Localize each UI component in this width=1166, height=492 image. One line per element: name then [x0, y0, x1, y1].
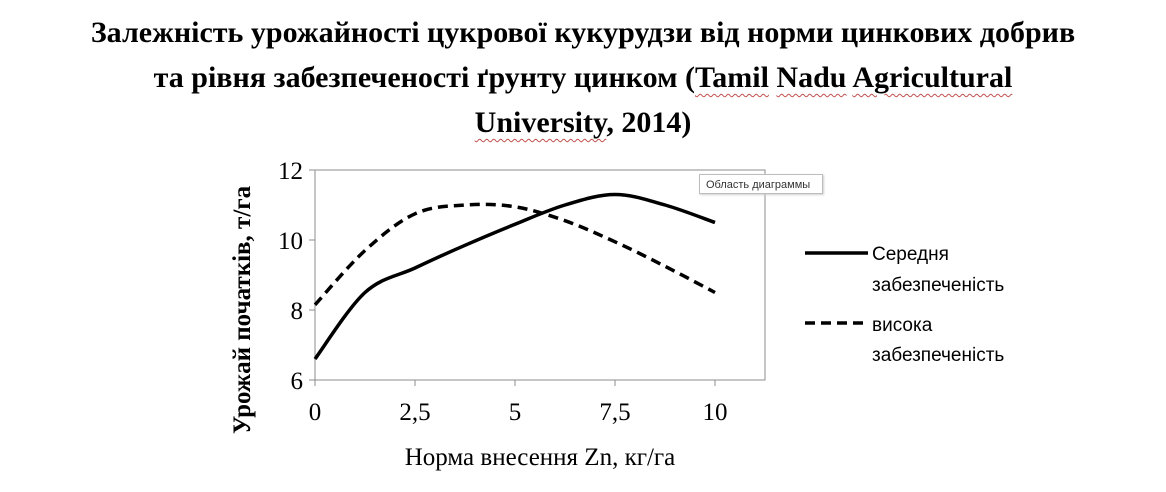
x-axis-title: Норма внесення Zn, кг/га [405, 444, 676, 471]
chart-area-tooltip: Область диаграммы [699, 174, 823, 194]
y-tick-label: 12 [278, 158, 303, 185]
x-tick-label: 10 [703, 399, 728, 426]
y-tick-label: 10 [278, 228, 303, 255]
y-tick-label: 8 [291, 298, 304, 325]
legend[interactable]: Середня забезпеченість висока забезпечен… [805, 244, 1004, 366]
x-tick-label: 5 [509, 399, 522, 426]
y-tick-label: 6 [291, 368, 304, 395]
series-line-1[interactable] [313, 192, 716, 361]
series-line-2[interactable] [313, 202, 716, 306]
legend-series-2-line2: забезпеченість [872, 345, 1004, 366]
title-line-1: Залежність урожайності цукрової кукурудз… [90, 16, 1076, 49]
y-axis-title: Урожай початків, т/га [229, 185, 256, 434]
legend-series-1-line2: забезпеченість [872, 275, 1004, 296]
title-line-2: та рівня забезпеченості ґрунту цинком (T… [153, 61, 1013, 94]
legend-series-2-line1: висока [872, 315, 933, 336]
title-line-3: University, 2014) [474, 106, 692, 139]
legend-series-1-line1: Середня [872, 244, 949, 265]
x-tick-label: 0 [309, 399, 322, 426]
x-tick-label: 7,5 [599, 399, 630, 426]
x-tick-label: 2,5 [399, 399, 430, 426]
plot-area [314, 169, 766, 381]
chart-title: Залежність урожайності цукрової кукурудз… [0, 10, 1166, 145]
